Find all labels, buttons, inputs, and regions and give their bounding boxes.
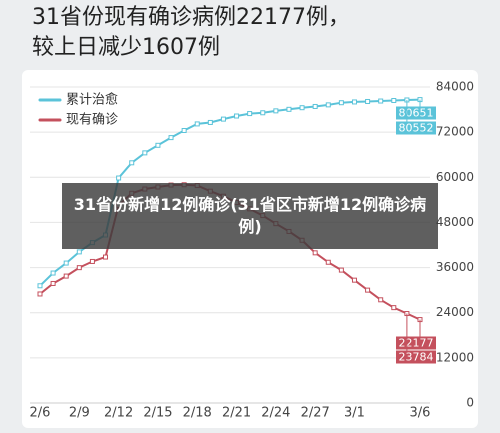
point: [129, 160, 135, 166]
point: [312, 103, 318, 109]
point: [220, 116, 226, 122]
point: [286, 106, 292, 112]
point: [76, 265, 82, 271]
point: [142, 150, 148, 156]
point: [63, 273, 69, 279]
data-label: 80552: [399, 122, 434, 135]
y-tick-label: 12000: [436, 350, 474, 364]
x-tick-label: 2/27: [301, 406, 330, 421]
point: [194, 121, 200, 127]
point: [207, 119, 213, 125]
y-tick-label: 48000: [436, 215, 474, 229]
point: [76, 249, 82, 255]
point: [168, 135, 174, 141]
point: [391, 305, 397, 311]
label-box: [396, 336, 436, 350]
point: [37, 283, 43, 289]
point: [89, 258, 95, 264]
point: [325, 259, 331, 265]
point: [312, 250, 318, 256]
point: [50, 280, 56, 286]
point: [351, 99, 357, 105]
chart-title: 31省份现有确诊病例22177例，: [32, 5, 350, 30]
legend-label: 现有确诊: [66, 113, 118, 128]
point: [181, 128, 187, 134]
legend-label: 累计治愈: [66, 93, 118, 108]
point: [299, 105, 305, 111]
data-label: 22177: [399, 337, 434, 350]
data-label: 23784: [399, 351, 434, 364]
point: [338, 100, 344, 106]
point: [247, 111, 253, 117]
y-tick-label: 24000: [436, 305, 474, 319]
point: [378, 297, 384, 303]
point: [378, 98, 384, 104]
point: [155, 142, 161, 148]
x-tick-label: 2/9: [69, 406, 90, 421]
point: [273, 108, 279, 114]
point: [338, 267, 344, 273]
point: [116, 175, 122, 181]
y-tick-label: 36000: [436, 260, 474, 274]
point: [103, 254, 109, 260]
x-tick-label: 2/15: [143, 406, 172, 421]
x-tick-label: 2/6: [30, 406, 51, 421]
point: [325, 102, 331, 108]
banner: 31省份新增12例确诊(31省区市新增12例确诊病例): [62, 183, 438, 249]
point: [63, 260, 69, 266]
point: [351, 277, 357, 283]
x-tick-label: 2/24: [261, 406, 290, 421]
chart-subtitle: 较上日减少1607例: [32, 35, 220, 60]
point: [37, 291, 43, 297]
x-tick-label: 2/21: [222, 406, 251, 421]
y-tick-label: 60000: [436, 170, 474, 184]
point: [365, 287, 371, 293]
y-tick-label: 72000: [436, 125, 474, 139]
point: [234, 113, 240, 119]
x-tick-label: 2/18: [183, 406, 212, 421]
x-tick-label: 3/1: [344, 406, 365, 421]
y-tick-label: 0: [466, 396, 474, 410]
point: [391, 98, 397, 104]
label-box: [396, 350, 436, 364]
point: [365, 98, 371, 104]
label-box: [396, 121, 436, 135]
x-tick-label: 2/12: [104, 406, 133, 421]
y-tick-label: 84000: [436, 80, 474, 94]
x-tick-label: 3/6: [410, 406, 431, 421]
point: [260, 110, 266, 116]
data-label: 80651: [399, 107, 434, 120]
label-box: [396, 106, 436, 120]
point: [50, 270, 56, 276]
